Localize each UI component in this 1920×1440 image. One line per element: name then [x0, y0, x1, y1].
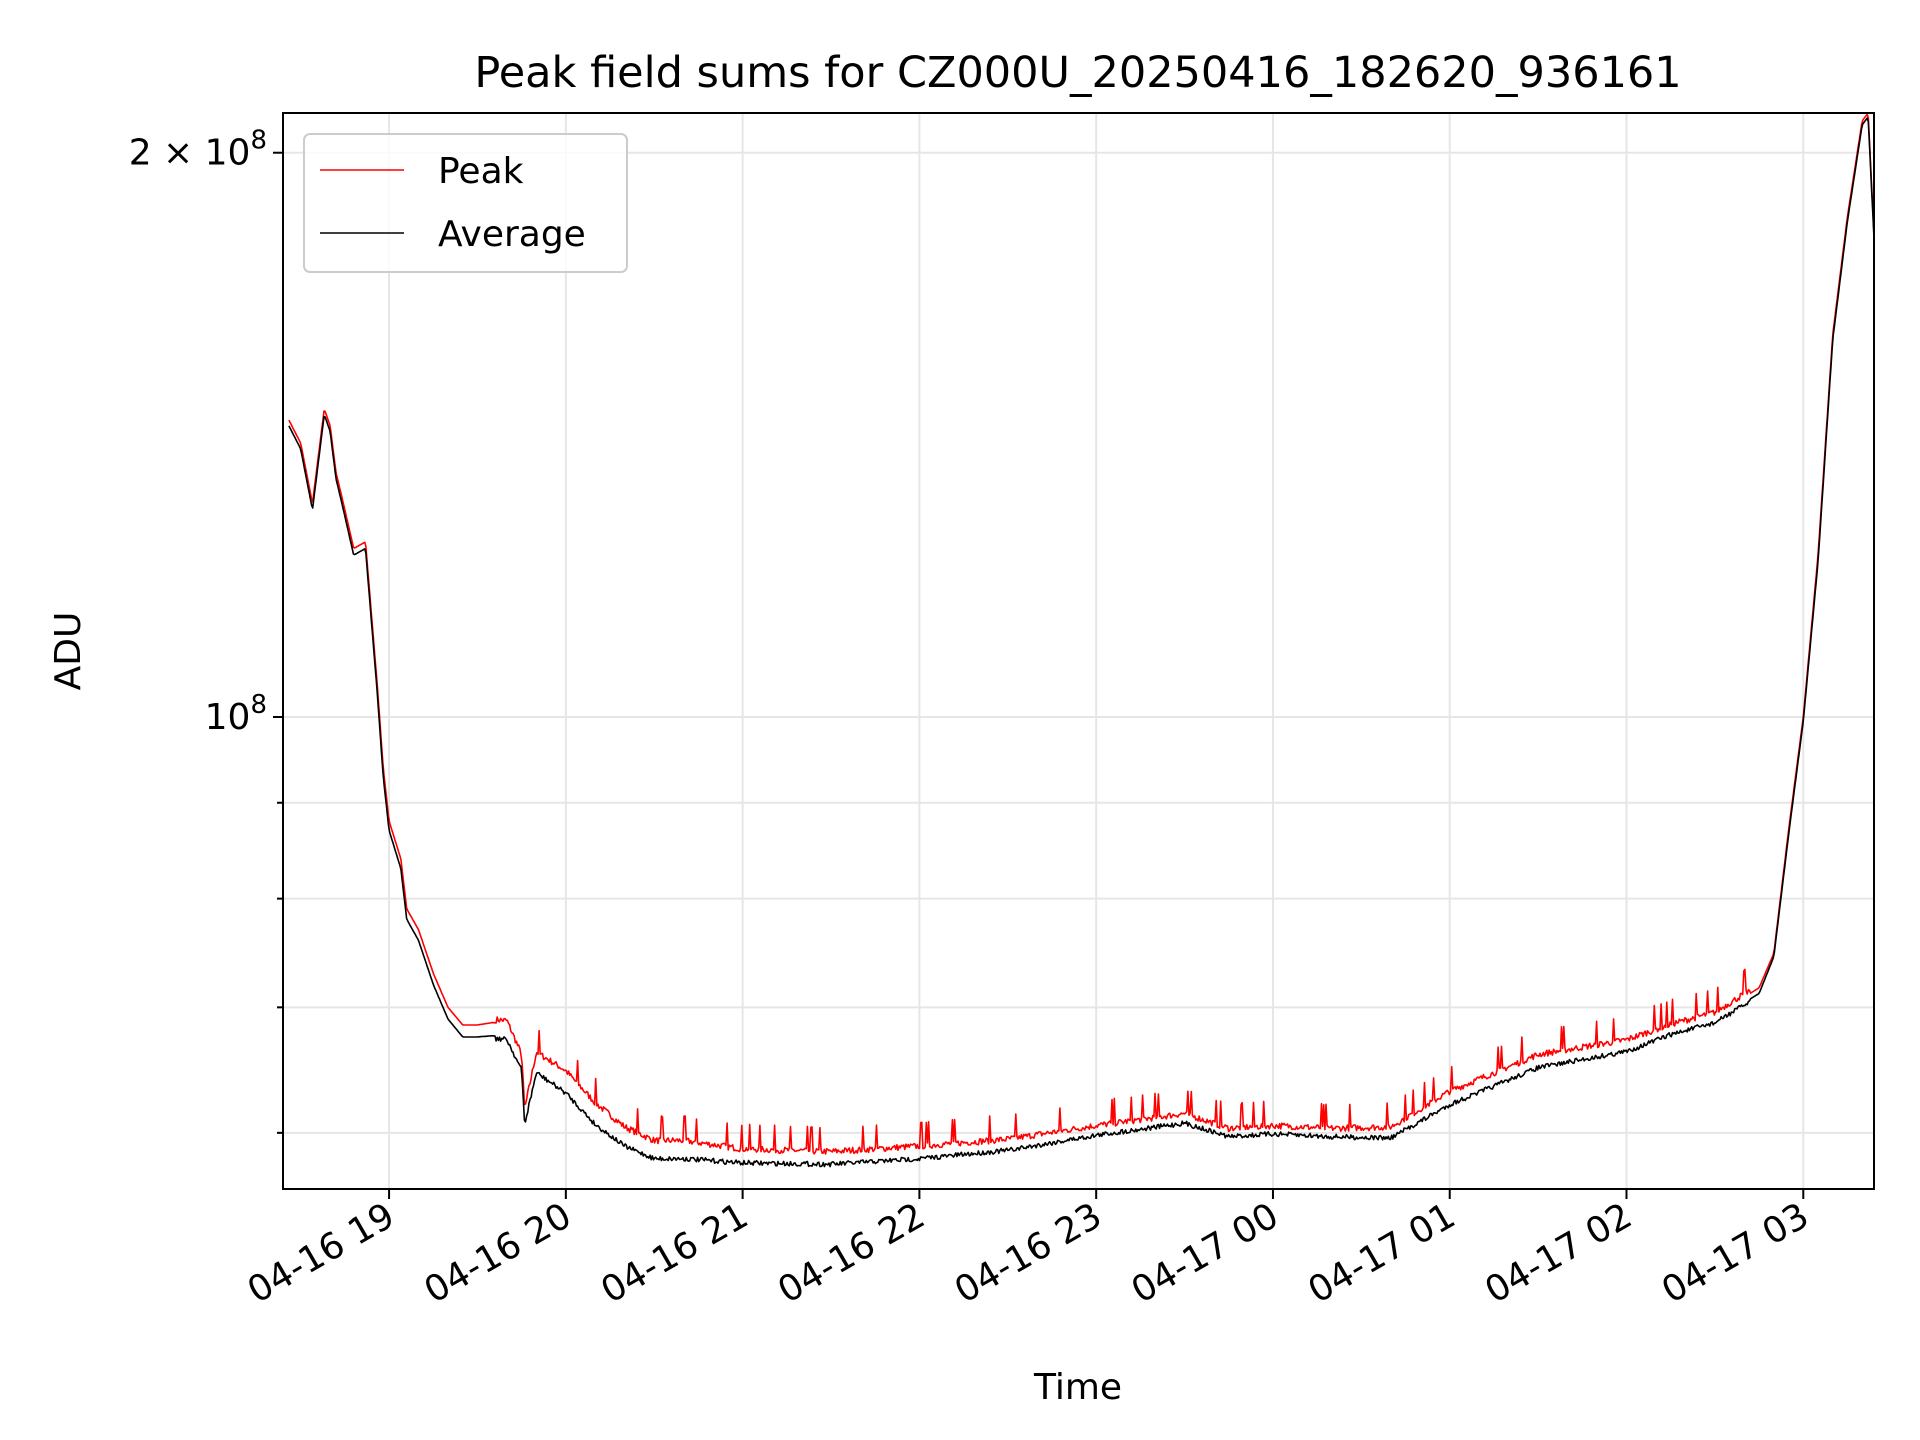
series-line-average — [288, 117, 1875, 1168]
grid — [283, 113, 1874, 1189]
legend-peak-label: Peak — [438, 151, 524, 192]
legend: Peak Average — [303, 133, 628, 273]
y-axis-label: ADU — [48, 612, 89, 691]
x-axis-label: Time — [1033, 1367, 1122, 1408]
plot-frame — [282, 112, 1875, 1190]
legend-average-label: Average — [438, 214, 586, 255]
y-tick-label: 2 × 108 — [129, 126, 267, 174]
legend-box — [303, 133, 628, 273]
chart-title: Peak field sums for CZ000U_20250416_1826… — [474, 48, 1681, 98]
y-axis-ticks: 108 2 × 108 — [129, 126, 283, 1134]
series-line-peak — [288, 113, 1875, 1155]
series-group — [288, 113, 1875, 1168]
y-tick-label: 108 — [205, 690, 267, 738]
